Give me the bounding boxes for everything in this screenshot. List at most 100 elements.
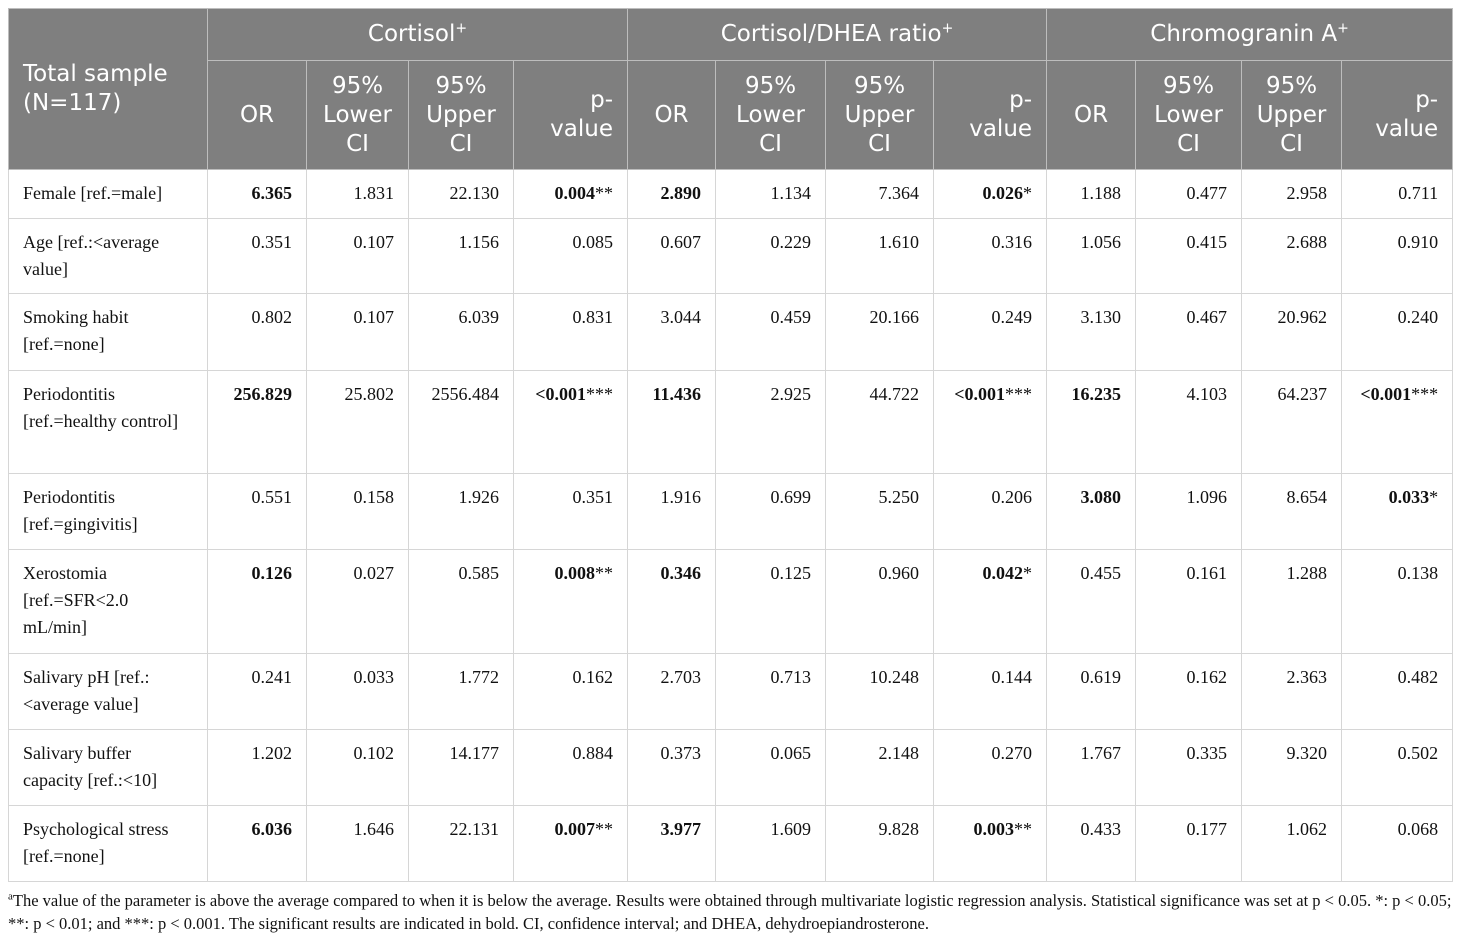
table-cell: 1.926	[408, 473, 514, 550]
table-cell: 0.831	[513, 293, 628, 371]
group-header-superscript: +	[1337, 20, 1349, 37]
subheader-upper-ci: 95% Upper CI	[408, 60, 514, 170]
cell-value: 0.107	[353, 307, 395, 327]
table-cell: 1.096	[1135, 473, 1243, 550]
cell-value: 0.711	[1398, 183, 1439, 203]
cell-value: 0.459	[770, 307, 812, 327]
cell-value: 6.036	[251, 819, 293, 839]
cell-value: 0.027	[353, 563, 395, 583]
table-cell: 64.237	[1241, 370, 1343, 474]
results-table-container: Total sample (N=117) Cortisol+ Cortisol/…	[8, 8, 1454, 882]
table-cell: 20.962	[1241, 293, 1343, 371]
table-row: Periodontitis [ref.=healthy control] 256.…	[8, 370, 1454, 474]
cell-value: 11.436	[652, 384, 701, 404]
table-cell: 9.320	[1241, 729, 1343, 806]
subheader-or: OR	[207, 60, 307, 170]
table-cell: 0.206	[932, 473, 1048, 550]
cell-value: <0.001	[1360, 384, 1412, 404]
cell-value: 0.240	[1397, 307, 1439, 327]
cell-value: 0.884	[572, 743, 614, 763]
table-cell: 20.166	[825, 293, 934, 371]
table-cell: 2.363	[1241, 653, 1343, 730]
cell-value: 1.062	[1286, 819, 1328, 839]
table-row: Xerostomia [ref.=SFR<2.0 mL/min] 0.126 0.0…	[8, 549, 1454, 654]
cell-value: 44.722	[869, 384, 920, 404]
table-cell: 9.828	[825, 805, 934, 882]
table-cell: 0.910	[1341, 218, 1454, 294]
table-cell: 0.713	[715, 653, 826, 730]
cell-value: 0.162	[572, 667, 614, 687]
table-cell: <0.001***	[1341, 370, 1454, 474]
table-cell: 1.156	[408, 218, 514, 294]
cell-value: 0.335	[1186, 743, 1228, 763]
cell-value: 0.802	[251, 307, 293, 327]
significance-marker: *	[1023, 563, 1033, 583]
cell-value: 2556.484	[431, 384, 500, 404]
cell-value: 2.703	[660, 667, 702, 687]
table-cell: 0.373	[627, 729, 716, 806]
table-cell: 11.436	[627, 370, 716, 474]
table-cell: 1.831	[306, 169, 409, 219]
group-header-cortisol: Cortisol+	[207, 8, 628, 61]
cell-value: 2.925	[770, 384, 812, 404]
cell-value: 8.654	[1286, 487, 1328, 507]
table-cell: 1.056	[1046, 218, 1137, 294]
cell-value: 0.831	[572, 307, 614, 327]
table-cell: <0.001***	[513, 370, 628, 474]
table-cell: 1.772	[408, 653, 514, 730]
table-cell: 1.134	[715, 169, 826, 219]
cell-value: 0.346	[660, 563, 702, 583]
subheader-lower-ci: 95% Lower CI	[306, 60, 409, 170]
cell-value: 1.610	[878, 232, 920, 252]
table-cell: 6.365	[207, 169, 307, 219]
table-row: Female [ref.=male] 6.365 1.831 22.130 0.004*…	[8, 169, 1454, 219]
group-header-label: Chromogranin A	[1150, 21, 1338, 47]
cell-value: 6.039	[458, 307, 500, 327]
table-cell: 0.102	[306, 729, 409, 806]
table-cell: 2.688	[1241, 218, 1343, 294]
cell-value: 1.056	[1080, 232, 1122, 252]
table-row: Age [ref.:<average value] 0.351 0.107 1.156…	[8, 218, 1454, 294]
table-cell: 0.126	[207, 549, 307, 654]
cell-value: 5.250	[878, 487, 920, 507]
table-cell: 1.202	[207, 729, 307, 806]
cell-value: 0.351	[572, 487, 614, 507]
cell-value: 9.828	[878, 819, 920, 839]
cell-value: 0.161	[1186, 563, 1228, 583]
cell-value: 0.033	[353, 667, 395, 687]
cell-value: 3.044	[660, 307, 702, 327]
table-cell: 0.162	[513, 653, 628, 730]
significance-marker: **	[595, 819, 613, 839]
cell-value: 0.316	[991, 232, 1033, 252]
table-cell: 0.033*	[1341, 473, 1454, 550]
cell-value: 20.166	[869, 307, 920, 327]
table-cell: 0.551	[207, 473, 307, 550]
cell-value: 1.188	[1080, 183, 1122, 203]
table-cell: 1.288	[1241, 549, 1343, 654]
cell-value: 4.103	[1186, 384, 1228, 404]
cell-value: 0.177	[1186, 819, 1228, 839]
table-cell: 0.351	[207, 218, 307, 294]
cell-value: 22.130	[449, 183, 500, 203]
significance-marker: *	[1429, 487, 1439, 507]
table-cell: 25.802	[306, 370, 409, 474]
row-label: Psychological stress [ref.=none]	[8, 805, 208, 882]
table-cell: 256.829	[207, 370, 307, 474]
subheader-or: OR	[627, 60, 716, 170]
table-cell: 0.008**	[513, 549, 628, 654]
table-cell: 0.502	[1341, 729, 1454, 806]
table-cell: 0.607	[627, 218, 716, 294]
table-cell: 0.270	[932, 729, 1048, 806]
table-cell: 1.767	[1046, 729, 1137, 806]
cell-value: 0.467	[1186, 307, 1228, 327]
cell-value: <0.001	[954, 384, 1006, 404]
table-cell: 0.585	[408, 549, 514, 654]
cell-value: 9.320	[1286, 743, 1328, 763]
table-cell: 0.249	[932, 293, 1048, 371]
subheader-p-value: p-value	[513, 60, 628, 170]
cell-value: 10.248	[869, 667, 920, 687]
cell-value: 1.646	[353, 819, 395, 839]
cell-value: 0.607	[660, 232, 702, 252]
row-label: Xerostomia [ref.=SFR<2.0 mL/min]	[8, 549, 208, 654]
cell-value: 0.033	[1388, 487, 1430, 507]
